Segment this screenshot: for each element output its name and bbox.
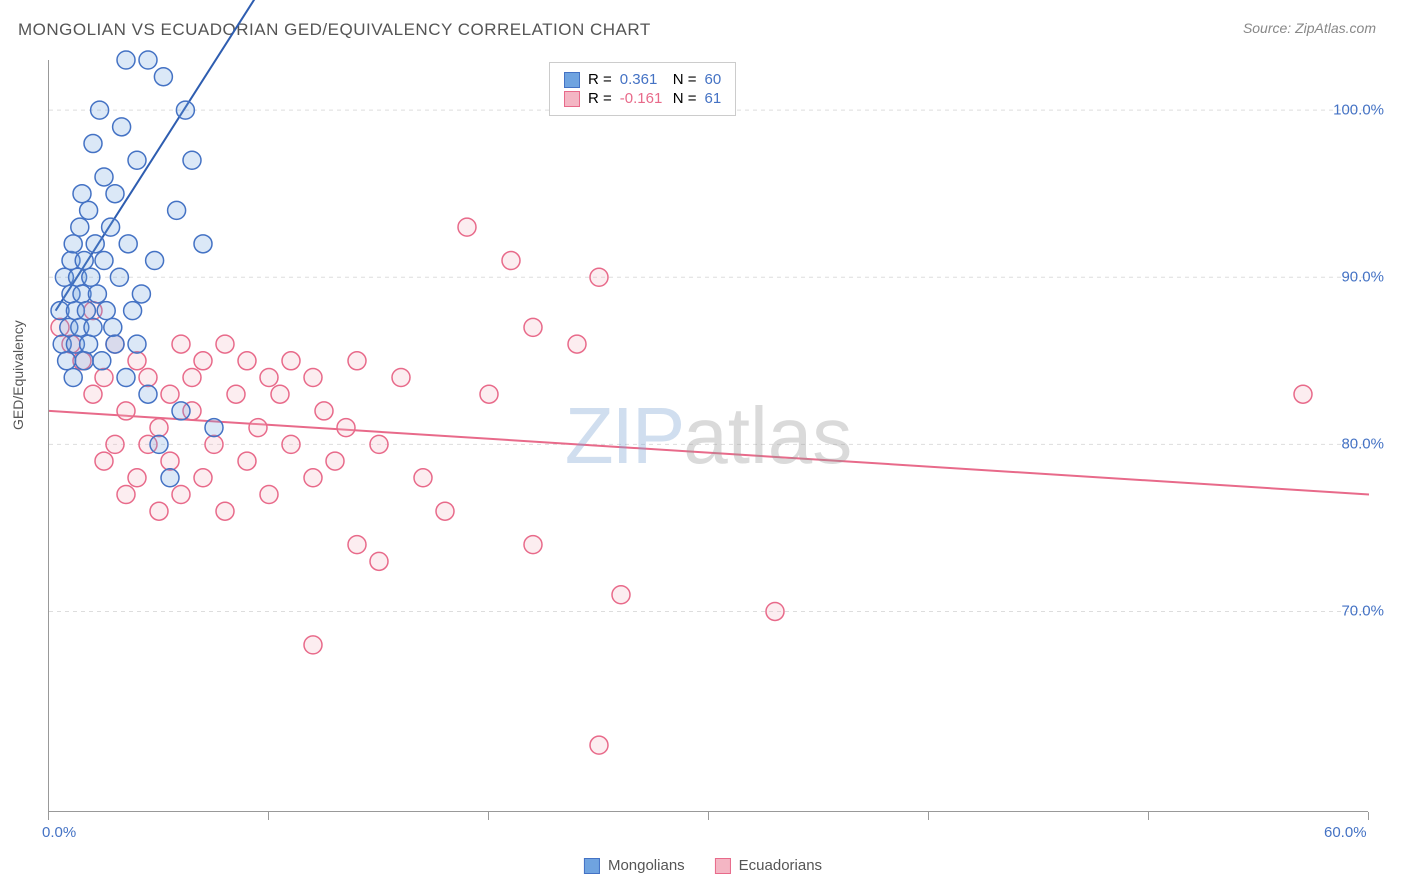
n-label: N = [673,90,697,107]
y-tick-label: 80.0% [1341,436,1384,453]
legend-item-mongolians: Mongolians [584,857,685,874]
x-tick-label: 60.0% [1324,824,1367,841]
source-label: Source: ZipAtlas.com [1243,20,1376,36]
r-value-mongolians: 0.361 [620,71,665,88]
stats-row-ecuadorians: R = -0.161 N = 61 [564,90,721,107]
y-tick-label: 100.0% [1333,102,1384,119]
swatch-mongolians [564,72,580,88]
swatch-ecuadorians-icon [715,858,731,874]
stats-legend: R = 0.361 N = 60 R = -0.161 N = 61 [549,62,736,116]
legend-label-mongolians: Mongolians [608,857,685,874]
legend-label-ecuadorians: Ecuadorians [739,857,822,874]
x-tick [48,812,49,820]
n-value-ecuadorians: 61 [705,90,722,107]
x-tick [1148,812,1149,820]
chart-svg [49,60,1368,811]
r-value-ecuadorians: -0.161 [620,90,665,107]
x-tick [928,812,929,820]
x-tick [708,812,709,820]
swatch-ecuadorians [564,91,580,107]
chart-container: MONGOLIAN VS ECUADORIAN GED/EQUIVALENCY … [0,0,1406,892]
n-label: N = [673,71,697,88]
y-axis-label: GED/Equivalency [10,320,26,430]
chart-title: MONGOLIAN VS ECUADORIAN GED/EQUIVALENCY … [18,20,651,40]
n-value-mongolians: 60 [705,71,722,88]
plot-area: ZIPatlas R = 0.361 N = 60 R = -0.161 N =… [48,60,1368,812]
series-legend: Mongolians Ecuadorians [584,857,822,874]
y-tick-label: 90.0% [1341,269,1384,286]
x-tick [1368,812,1369,820]
swatch-mongolians-icon [584,858,600,874]
r-label: R = [588,90,612,107]
r-label: R = [588,71,612,88]
x-tick [268,812,269,820]
x-tick [488,812,489,820]
x-tick-label: 0.0% [42,824,76,841]
stats-row-mongolians: R = 0.361 N = 60 [564,71,721,88]
legend-item-ecuadorians: Ecuadorians [715,857,822,874]
y-tick-label: 70.0% [1341,603,1384,620]
